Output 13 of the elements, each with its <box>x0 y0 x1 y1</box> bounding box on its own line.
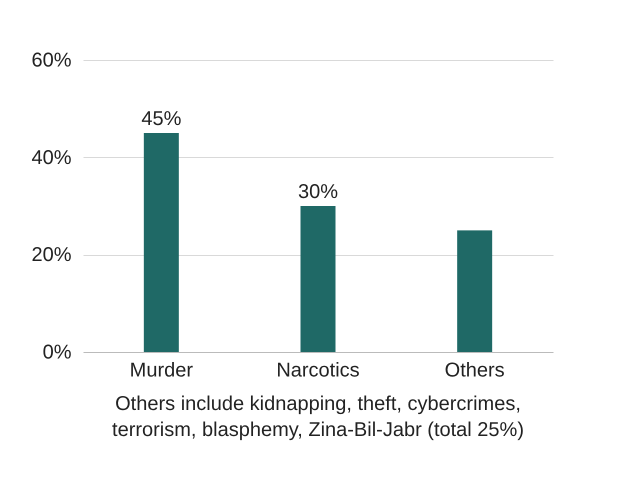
x-tick-label: Murder <box>130 360 194 382</box>
y-tick-label: 40% <box>31 146 72 169</box>
data-label: 45% <box>141 108 182 130</box>
data-label: 30% <box>298 181 338 203</box>
y-tick-label: 20% <box>31 244 72 266</box>
x-tick-label: Others <box>444 360 505 382</box>
text: Others include kidnapping, theft, cybercrimes, terrorism, blasphemy, Zina-Bil-Jabr (total 25%) <box>112 393 524 441</box>
y-tick-label: 0% <box>42 342 72 364</box>
y-tick-label: 60% <box>31 50 72 72</box>
bar <box>300 206 336 352</box>
bar <box>457 230 492 352</box>
bar <box>144 133 179 352</box>
x-tick-label: Narcotics <box>276 360 360 382</box>
